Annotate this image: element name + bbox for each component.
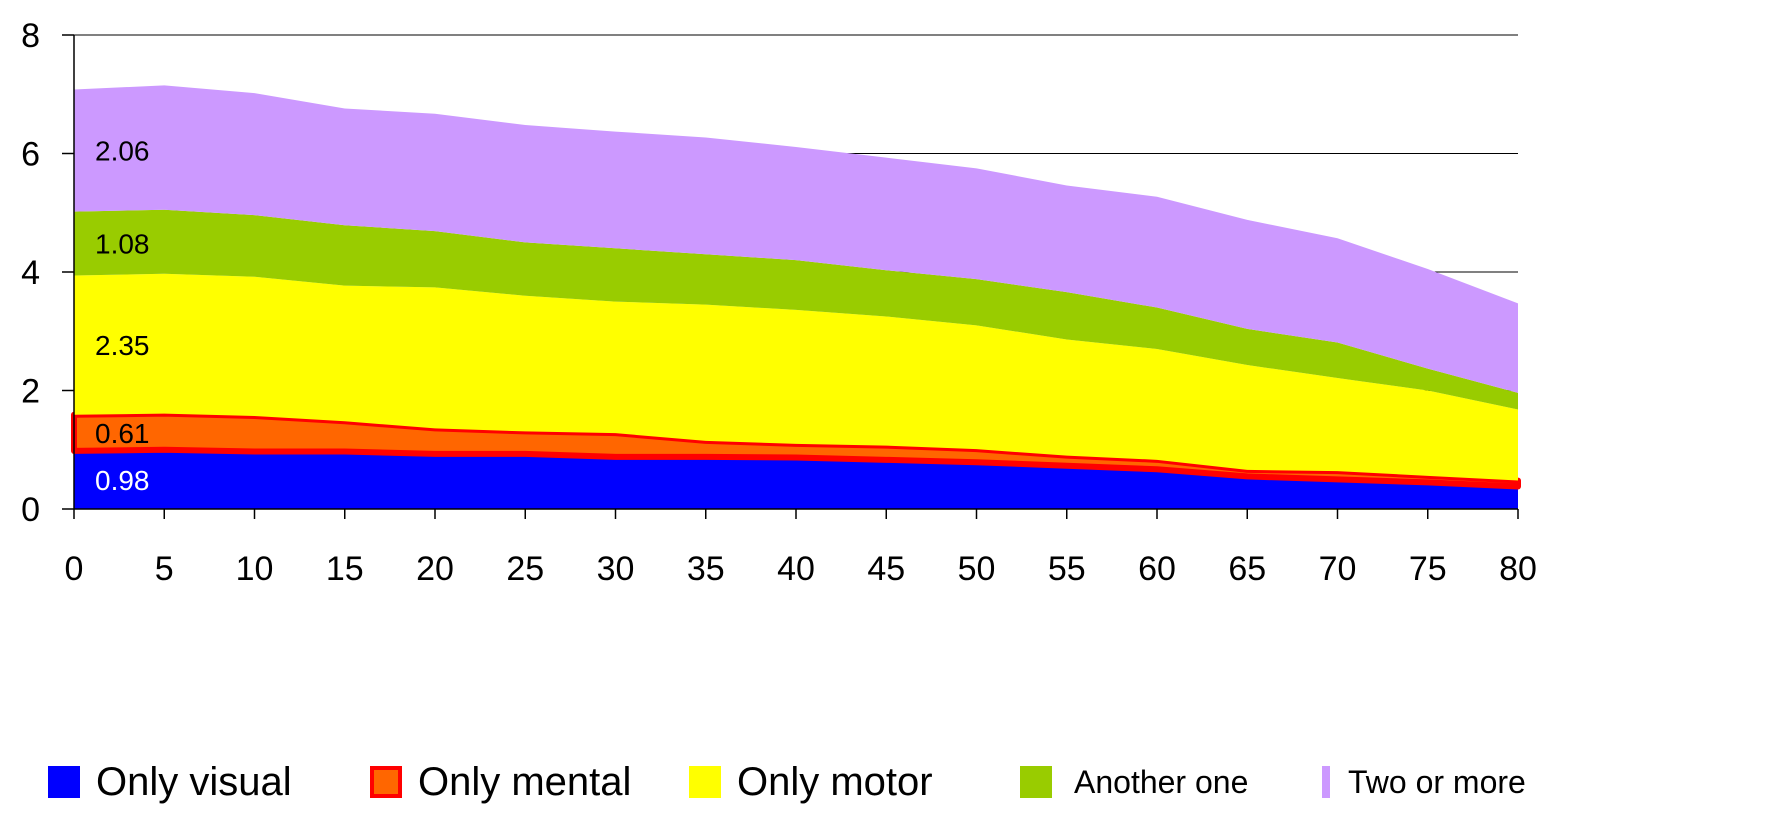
x-tick-label-65: 65 [1228,550,1266,588]
legend-swatch-only-mental [370,766,402,798]
area-only-visual [74,449,1518,509]
area-two-or-more [74,85,1518,393]
legend-label-another-one: Another one [1074,763,1249,800]
x-tick-label-55: 55 [1048,550,1086,588]
area-another-one [74,209,1518,410]
legend-label-only-mental: Only mental [418,759,632,804]
y-tick-label-0: 0 [21,491,40,529]
x-tick-label-50: 50 [958,550,996,588]
y-tick-label-8: 8 [21,17,40,55]
x-tick-label-30: 30 [597,550,635,588]
x-tick-label-15: 15 [326,550,364,588]
legend-label-two-or-more: Two or more [1348,763,1526,800]
legend-label-only-motor: Only motor [737,759,933,804]
x-tick-label-35: 35 [687,550,725,588]
y-tick-label-6: 6 [21,136,40,174]
x-tick-label-75: 75 [1409,550,1447,588]
legend-item-only-motor[interactable]: Only motor [689,752,933,812]
area-series [71,85,1521,509]
legend-swatch-only-motor [689,766,721,798]
data-label-two-or-more: 2.06 [95,136,150,167]
data-labels: 0.98 0.61 2.35 1.08 2.06 [95,136,150,496]
y-tick-label-2: 2 [21,373,40,411]
data-label-only-mental: 0.61 [95,418,150,449]
legend: Only visual Only mental Only motor Anoth… [0,752,1774,812]
x-tick-label-70: 70 [1319,550,1357,588]
legend-swatch-two-or-more [1322,766,1330,798]
y-tick-label-4: 4 [21,254,40,292]
legend-item-another-one[interactable]: Another one [1020,752,1248,812]
legend-item-two-or-more[interactable]: Two or more [1322,752,1526,812]
x-tick-label-10: 10 [236,550,274,588]
area-only-motor [74,273,1518,481]
legend-label-only-visual: Only visual [96,759,292,804]
legend-item-only-mental[interactable]: Only mental [370,752,631,812]
data-label-only-visual: 0.98 [95,465,150,496]
x-tick-label-5: 5 [155,550,174,588]
x-tick-label-45: 45 [867,550,905,588]
x-tick-label-60: 60 [1138,550,1176,588]
x-tick-label-40: 40 [777,550,815,588]
x-tick-label-20: 20 [416,550,454,588]
legend-item-only-visual[interactable]: Only visual [48,752,292,812]
area-only-mental [71,410,1521,490]
legend-swatch-another-one [1020,766,1052,798]
x-tick-label-25: 25 [506,550,544,588]
data-label-another-one: 1.08 [95,229,150,260]
legend-swatch-only-visual [48,766,80,798]
data-label-only-motor: 2.35 [95,330,150,361]
x-tick-label-80: 80 [1499,550,1537,588]
x-tick-label-0: 0 [65,550,84,588]
